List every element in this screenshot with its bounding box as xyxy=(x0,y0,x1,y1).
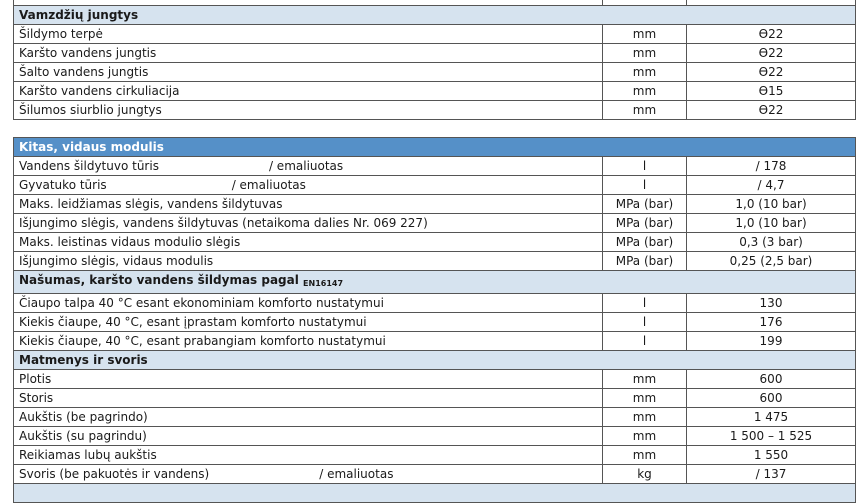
row-value: 600 xyxy=(685,388,857,408)
table-row: Vandens šildytuvo tūris / emaliuotas l/ 17… xyxy=(13,156,857,176)
row-value: 0,3 (3 bar) xyxy=(685,232,857,252)
row-unit: mm xyxy=(602,100,687,120)
row-value: / 137 xyxy=(685,464,857,484)
row-value: 1 475 xyxy=(685,407,857,427)
table-row: Šildymo terpė mm Ѳ22 xyxy=(13,24,856,44)
row-value: 1 500 – 1 525 xyxy=(685,426,857,446)
table-row: Gyvatuko tūris / emaliuotas l/ 4,7 xyxy=(13,175,857,195)
table-row: Išjungimo slėgis, vandens šildytuvas (ne… xyxy=(13,213,857,233)
table-row: Storis mm 600 xyxy=(13,388,857,408)
section-header-dimensions: Matmenys ir svoris xyxy=(12,350,857,370)
row-value: 0,25 (2,5 bar) xyxy=(685,251,857,271)
section-header-performance: Našumas, karšto vandens šildymas pagal E… xyxy=(12,270,857,294)
table-row: Čiaupo talpa 40 °C esant ekonominiam kom… xyxy=(13,293,857,313)
row-unit: mm xyxy=(602,24,687,44)
section-header: Kitas, vidaus modulis xyxy=(12,137,857,157)
row-unit: MPa (bar) xyxy=(602,232,687,252)
section-header: Vamzdžių jungtys xyxy=(13,5,856,25)
indoor-module-table: Kitas, vidaus modulis Vandens šildytuvo … xyxy=(12,137,857,503)
row-label: Šalto vandens jungtis xyxy=(19,65,149,79)
partial-row xyxy=(12,483,857,503)
table-row: Išjungimo slėgis, vidaus modulis MPa (bar… xyxy=(13,251,857,271)
row-unit: MPa (bar) xyxy=(602,194,687,214)
row-label-variant: / emaliuotas xyxy=(319,467,394,481)
table-row: Šilumos siurblio jungtys mm Ѳ22 xyxy=(13,100,856,120)
table-row: Karšto vandens jungtis mm Ѳ22 xyxy=(13,43,856,63)
row-label: Plotis xyxy=(19,372,52,386)
row-value: 1,0 (10 bar) xyxy=(685,213,857,233)
table-row: Aukštis (su pagrindu) mm 1 500 – 1 525 xyxy=(13,426,857,446)
row-label: Gyvatuko tūris xyxy=(19,178,107,192)
row-label: Svoris (be pakuotės ir vandens) xyxy=(19,467,210,481)
row-label: Maks. leidžiamas slėgis, vandens šildytu… xyxy=(19,197,283,211)
row-unit: MPa (bar) xyxy=(602,213,687,233)
row-unit: mm xyxy=(602,388,687,408)
row-value: 600 xyxy=(685,369,857,389)
row-unit: l xyxy=(602,293,687,313)
table-row: Kiekis čiaupe, 40 °C, esant įprastam kom… xyxy=(13,312,857,332)
row-label: Storis xyxy=(19,391,54,405)
row-value: Ѳ22 xyxy=(686,24,856,44)
row-label: Karšto vandens jungtis xyxy=(19,46,157,60)
table-row: Kiekis čiaupe, 40 °C, esant prabangiam k… xyxy=(13,331,857,351)
table-row: Svoris (be pakuotės ir vandens) / emaliuo… xyxy=(13,464,857,484)
row-value: Ѳ22 xyxy=(686,100,856,120)
row-label: Išjungimo slėgis, vidaus modulis xyxy=(19,254,214,268)
row-label-variant: / emaliuotas xyxy=(231,178,306,192)
table-row: Karšto vandens cirkuliacija mm Ѳ15 xyxy=(13,81,856,101)
row-value: / 178 xyxy=(685,156,857,176)
row-value: Ѳ22 xyxy=(686,62,856,82)
row-unit: l xyxy=(602,156,687,176)
row-unit: mm xyxy=(602,426,687,446)
pipe-connections-table: Vamzdžių jungtys Šildymo terpė mm Ѳ22 Karšt… xyxy=(13,0,856,120)
row-label: Šildymo terpė xyxy=(19,27,103,41)
row-label-variant: / emaliuotas xyxy=(268,159,344,173)
row-value: 130 xyxy=(685,293,857,313)
row-unit: mm xyxy=(602,445,687,465)
table-row: Plotis mm 600 xyxy=(13,369,857,389)
row-value: Ѳ15 xyxy=(686,81,856,101)
row-label: Karšto vandens cirkuliacija xyxy=(19,84,180,98)
table-row: Aukštis (be pagrindo) mm 1 475 xyxy=(13,407,857,427)
row-unit: kg xyxy=(602,464,687,484)
row-label: Kiekis čiaupe, 40 °C, esant prabangiam k… xyxy=(19,334,386,348)
row-label: Aukštis (su pagrindu) xyxy=(19,429,147,443)
row-value: / 4,7 xyxy=(685,175,857,195)
table-row: Reikiamas lubų aukštis mm 1 550 xyxy=(13,445,857,465)
table-row: Maks. leidžiamas slėgis, vandens šildytu… xyxy=(13,194,857,214)
row-value: 1 550 xyxy=(685,445,857,465)
row-label: Vandens šildytuvo tūris xyxy=(19,159,159,173)
row-unit: l xyxy=(602,175,687,195)
row-label: Reikiamas lubų aukštis xyxy=(19,448,157,462)
row-label: Čiaupo talpa 40 °C esant ekonominiam kom… xyxy=(19,296,384,310)
row-value: 176 xyxy=(685,312,857,332)
row-value: Ѳ22 xyxy=(686,43,856,63)
row-unit: l xyxy=(602,312,687,332)
row-label: Kiekis čiaupe, 40 °C, esant įprastam kom… xyxy=(19,315,367,329)
row-label: Išjungimo slėgis, vandens šildytuvas (ne… xyxy=(19,216,428,230)
row-label: Maks. leistinas vidaus modulio slėgis xyxy=(19,235,241,249)
row-label: Šilumos siurblio jungtys xyxy=(19,103,162,117)
row-value: 199 xyxy=(685,331,857,351)
row-unit: mm xyxy=(602,407,687,427)
row-unit: mm xyxy=(602,369,687,389)
table-row: Šalto vandens jungtis mm Ѳ22 xyxy=(13,62,856,82)
row-unit: MPa (bar) xyxy=(602,251,687,271)
row-unit: mm xyxy=(602,43,687,63)
row-unit: mm xyxy=(602,81,687,101)
row-unit: l xyxy=(602,331,687,351)
row-unit: mm xyxy=(602,62,687,82)
row-value: 1,0 (10 bar) xyxy=(685,194,857,214)
table-row: Maks. leistinas vidaus modulio slėgis MPa… xyxy=(13,232,857,252)
row-label: Aukštis (be pagrindo) xyxy=(19,410,148,424)
